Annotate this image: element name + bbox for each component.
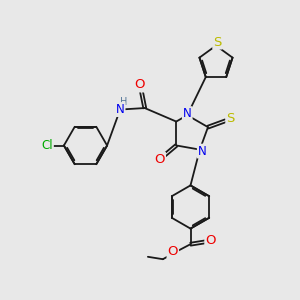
Text: O: O bbox=[167, 245, 178, 258]
Text: S: S bbox=[213, 35, 222, 49]
Text: S: S bbox=[226, 112, 235, 125]
Text: Cl: Cl bbox=[41, 139, 53, 152]
Text: N: N bbox=[198, 145, 207, 158]
Text: N: N bbox=[183, 107, 192, 120]
Text: O: O bbox=[205, 234, 216, 247]
Text: O: O bbox=[154, 153, 165, 166]
Text: H: H bbox=[120, 97, 128, 107]
Text: N: N bbox=[116, 103, 124, 116]
Text: O: O bbox=[134, 78, 145, 92]
